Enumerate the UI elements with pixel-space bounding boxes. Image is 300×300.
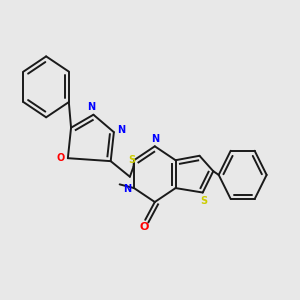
Text: N: N bbox=[123, 184, 131, 194]
Text: S: S bbox=[129, 155, 136, 165]
Text: N: N bbox=[117, 125, 125, 135]
Text: S: S bbox=[200, 196, 207, 206]
Text: N: N bbox=[87, 102, 95, 112]
Text: N: N bbox=[151, 134, 159, 144]
Text: O: O bbox=[140, 222, 149, 232]
Text: O: O bbox=[56, 153, 64, 163]
